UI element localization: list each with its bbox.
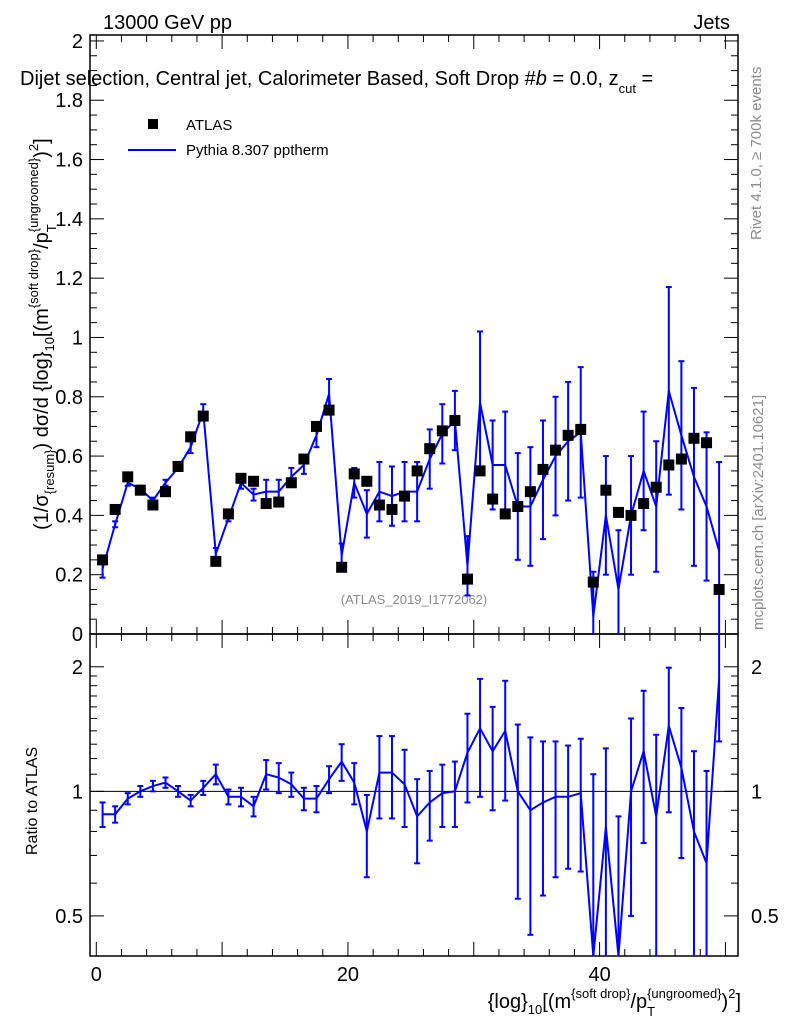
main-y-tick-label: 1.2 <box>55 268 83 290</box>
atlas-data-point <box>172 460 184 472</box>
atlas-data-point <box>147 499 159 511</box>
atlas-data-point <box>650 481 662 493</box>
atlas-data-point <box>638 498 650 510</box>
atlas-data-point <box>424 443 436 455</box>
atlas-data-point <box>550 444 562 456</box>
main-y-tick-label: 0.4 <box>55 505 83 527</box>
collision-label: 13000 GeV pp <box>103 12 232 34</box>
atlas-data-point <box>575 423 587 435</box>
atlas-data-point <box>512 500 524 512</box>
atlas-data-point <box>562 429 574 441</box>
atlas-data-point <box>537 463 549 475</box>
atlas-data-point <box>701 437 713 449</box>
main-y-tick-label: 1.8 <box>55 90 83 112</box>
ratio-y-tick-label-right: 1 <box>751 781 762 803</box>
atlas-data-point <box>361 475 373 487</box>
atlas-data-point <box>310 420 322 432</box>
atlas-data-point <box>399 490 411 502</box>
atlas-data-point <box>298 453 310 465</box>
atlas-data-point <box>675 453 687 465</box>
ratio-y-tick-label-right: 0.5 <box>751 906 779 928</box>
plot-title: Dijet selection, Central jet, Calorimete… <box>20 68 653 96</box>
legend-data-label: ATLAS <box>186 117 232 134</box>
atlas-data-point <box>600 484 612 496</box>
main-series-layer <box>97 286 725 634</box>
atlas-data-point <box>109 503 121 515</box>
atlas-data-point <box>97 554 109 566</box>
atlas-data-point <box>336 561 348 573</box>
atlas-data-point <box>159 486 171 498</box>
atlas-data-point <box>273 496 285 508</box>
atlas-data-point <box>449 414 461 426</box>
legend-data-marker <box>148 119 158 129</box>
atlas-data-point <box>248 475 260 487</box>
atlas-data-point <box>625 509 637 521</box>
ratio-y-tick-label-left: 1 <box>72 781 83 803</box>
main-y-tick-label: 0.2 <box>55 565 83 587</box>
atlas-data-point <box>134 484 146 496</box>
atlas-data-point <box>210 555 222 567</box>
atlas-data-point <box>461 573 473 585</box>
mcplots-source-label: mcplots.cern.ch [arXiv:2401.10621] <box>750 395 767 630</box>
atlas-data-point <box>487 493 499 505</box>
ratio-y-tick-label-left: 2 <box>72 657 83 679</box>
atlas-data-point <box>386 503 398 515</box>
mc-series-line <box>101 390 721 617</box>
atlas-data-point <box>122 471 134 483</box>
atlas-data-point <box>713 584 725 596</box>
analysis-id-label: (ATLAS_2019_I1772062) <box>341 592 487 607</box>
main-y-tick-label: 1.4 <box>55 209 83 231</box>
atlas-data-point <box>197 410 209 422</box>
x-tick-label: 20 <box>337 964 359 986</box>
atlas-data-point <box>373 499 385 511</box>
x-tick-label: 40 <box>588 964 610 986</box>
rivet-version-label: Rivet 4.1.0, ≥ 700k events <box>748 67 765 240</box>
main-y-tick-label: 0 <box>72 624 83 646</box>
atlas-data-point <box>222 508 234 520</box>
ratio-plot-frame <box>89 633 739 957</box>
atlas-data-point <box>323 404 335 416</box>
atlas-data-point <box>587 576 599 588</box>
ratio-y-axis-label: Ratio to ATLAS <box>24 747 41 855</box>
atlas-data-point <box>436 425 448 437</box>
main-y-tick-label: 1 <box>72 327 83 349</box>
atlas-data-point <box>411 465 423 477</box>
x-tick-label: 0 <box>91 964 102 986</box>
main-y-tick-label: 2 <box>72 31 83 53</box>
atlas-data-point <box>663 459 675 471</box>
legend-mc-label: Pythia 8.307 pptherm <box>186 142 329 159</box>
atlas-data-point <box>612 506 624 518</box>
ratio-y-tick-label-left: 0.5 <box>55 906 83 928</box>
ratio-series-layer <box>90 634 738 957</box>
ratio-y-tick-label-right: 2 <box>751 657 762 679</box>
main-y-axis-label: (1/σ{resum}) dσ/d {log}10[(m{soft drop}/… <box>26 138 59 530</box>
atlas-data-point <box>348 468 360 480</box>
atlas-data-point <box>688 432 700 444</box>
atlas-data-point <box>474 465 486 477</box>
atlas-data-point <box>185 431 197 443</box>
ratio-series-line <box>102 678 721 957</box>
x-axis-label: {log}10[(m{soft drop}/pT{ungroomed})2] <box>488 986 741 1019</box>
atlas-data-point <box>235 472 247 484</box>
atlas-data-point <box>499 508 511 520</box>
main-y-tick-label: 0.8 <box>55 387 83 409</box>
category-label: Jets <box>693 12 730 34</box>
main-y-tick-label: 1.6 <box>55 150 83 172</box>
atlas-data-point <box>285 477 297 489</box>
atlas-data-point <box>260 498 272 510</box>
main-y-tick-label: 0.6 <box>55 446 83 468</box>
atlas-data-point <box>524 486 536 498</box>
